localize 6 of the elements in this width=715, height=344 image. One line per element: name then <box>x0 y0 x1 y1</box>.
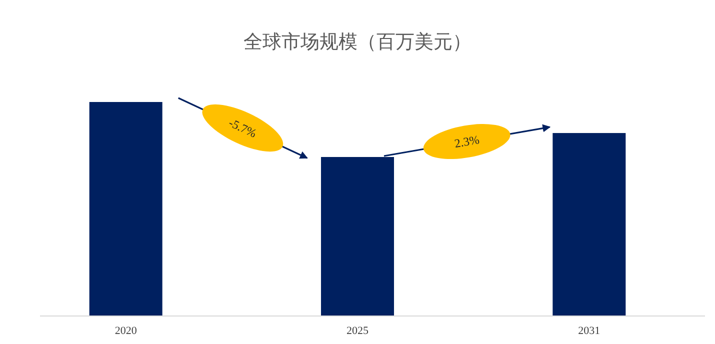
x-tick-label: 2031 <box>578 325 600 337</box>
annotation: -5.7% <box>226 116 259 140</box>
annotation: 2.3% <box>453 132 480 151</box>
x-tick-label: 2020 <box>114 325 138 337</box>
x-tick-label: 2025 <box>346 325 369 337</box>
chart-title: 全球市场规模（百万美元） <box>244 31 472 53</box>
